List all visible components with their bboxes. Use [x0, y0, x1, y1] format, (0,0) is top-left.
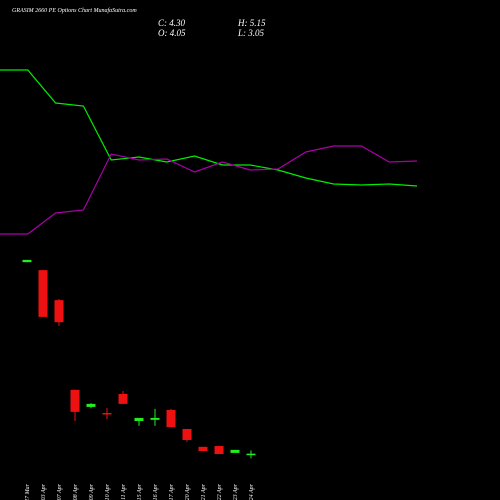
- candle-body: [214, 446, 224, 455]
- high-label: H: 5.15: [237, 18, 266, 28]
- candle-body: [118, 394, 128, 404]
- candle-body: [86, 403, 96, 407]
- x-tick-label: 20 Apr: [185, 483, 191, 500]
- x-tick-label: 09 Apr: [89, 483, 95, 500]
- x-tick-label: 08 Apr: [73, 483, 79, 500]
- candle-body: [134, 417, 144, 421]
- candle-body: [70, 389, 80, 412]
- x-tick-label: 11 Apr: [121, 483, 127, 500]
- x-tick-label: 22 Apr: [217, 483, 223, 500]
- x-tick-label: 17 Apr: [169, 483, 175, 500]
- candle-body: [54, 300, 64, 323]
- candle-body: [150, 417, 160, 420]
- x-tick-label: 24 Apr: [248, 483, 255, 500]
- candle-body: [198, 446, 208, 452]
- candle-body: [230, 449, 240, 453]
- open-label: O: 4.05: [158, 28, 186, 38]
- x-tick-label: 10 Apr: [105, 483, 111, 500]
- low-label: L: 3.05: [237, 28, 265, 38]
- candle-body: [22, 259, 32, 263]
- x-tick-label: 23 Apr: [233, 483, 239, 500]
- x-tick-label: 03 Apr: [41, 483, 47, 500]
- x-tick-label: 27 Mar: [25, 483, 31, 500]
- candle-body: [166, 409, 176, 428]
- x-tick-label: 21 Apr: [201, 483, 207, 500]
- x-tick-label: 16 Apr: [153, 483, 159, 500]
- candle-body: [38, 270, 48, 317]
- x-tick-label: 15 Apr: [137, 483, 143, 500]
- indicator-line: [0, 145, 418, 235]
- candle-body: [246, 453, 256, 456]
- indicator-line: [0, 69, 418, 187]
- chart-title: GRASIM 2660 PE Options Chart MunafaSutra…: [12, 7, 137, 14]
- close-label: C: 4.30: [158, 18, 186, 28]
- x-tick-label: 07 Apr: [57, 483, 63, 500]
- candle-body: [182, 428, 192, 440]
- candle-body: [102, 413, 112, 415]
